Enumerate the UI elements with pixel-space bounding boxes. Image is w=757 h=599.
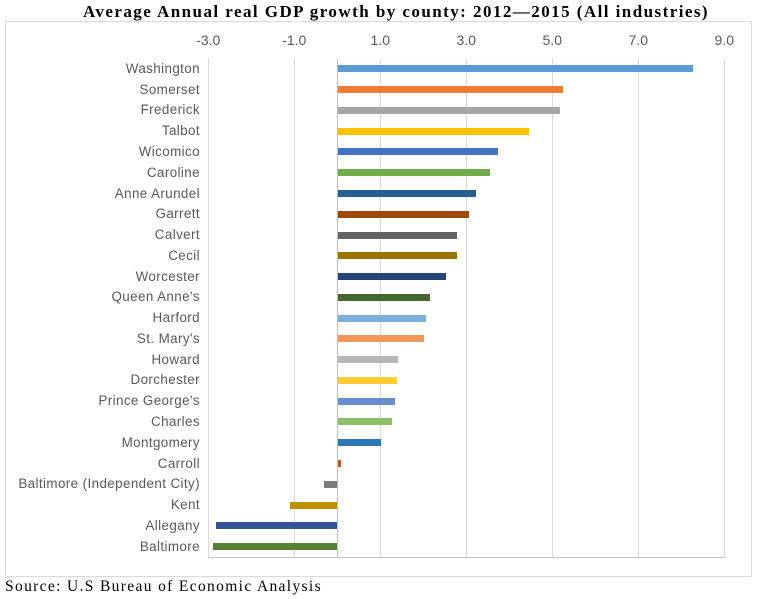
category-label-cecil: Cecil: [168, 247, 200, 263]
category-label-somerset: Somerset: [139, 81, 200, 97]
x-tick-label: -3.0: [196, 32, 221, 48]
category-label-carroll: Carroll: [157, 455, 200, 471]
bar-garrett: [337, 210, 469, 218]
bar-worcester: [337, 273, 446, 281]
category-label-baltimore-independent-city: Baltimore (Independent City): [18, 476, 200, 492]
bar-montgomery: [337, 439, 382, 447]
category-label-montgomery: Montgomery: [121, 434, 200, 450]
bar-somerset: [337, 86, 563, 94]
gridline-5.0: [551, 58, 553, 557]
bar-prince-george-s: [337, 397, 395, 405]
x-tick-label: 7.0: [628, 32, 648, 48]
category-label-garrett: Garrett: [155, 206, 200, 222]
bar-queen-anne-s: [337, 293, 430, 301]
gridline-1.0: [379, 58, 381, 557]
bar-dorchester: [337, 376, 397, 384]
bar-baltimore-independent-city: [323, 480, 338, 488]
gridline-9.0: [723, 58, 725, 557]
x-tick-label: 3.0: [456, 32, 476, 48]
x-tick-label: 9.0: [714, 32, 734, 48]
category-label-calvert: Calvert: [154, 227, 200, 243]
gridline--3.0: [207, 58, 209, 557]
category-label-frederick: Frederick: [140, 102, 200, 118]
bar-howard: [337, 356, 399, 364]
chart-title: Average Annual real GDP growth by county…: [82, 2, 710, 21]
x-tick-label: -1.0: [282, 32, 307, 48]
gridline-7.0: [637, 58, 639, 557]
chart-area-border: [5, 21, 752, 577]
bar-carroll: [337, 460, 342, 468]
category-label-allegany: Allegany: [145, 517, 200, 533]
category-label-wicomico: Wicomico: [138, 143, 200, 159]
category-label-washington: Washington: [125, 60, 200, 76]
category-label-caroline: Caroline: [146, 164, 200, 180]
value-axis-line: [208, 556, 726, 558]
category-label-howard: Howard: [151, 351, 200, 367]
category-label-charles: Charles: [151, 413, 200, 429]
category-label-baltimore: Baltimore: [139, 538, 200, 554]
gridline-3.0: [465, 58, 467, 557]
bar-cecil: [337, 252, 458, 260]
bar-frederick: [337, 106, 561, 114]
category-label-worcester: Worcester: [135, 268, 200, 284]
bar-charles: [337, 418, 392, 426]
bar-anne-arundel: [337, 190, 477, 197]
bar-caroline: [337, 169, 490, 177]
bar-allegany: [215, 522, 338, 530]
category-label-prince-george-s: Prince George's: [98, 393, 200, 409]
category-label-harford: Harford: [152, 310, 200, 326]
category-label-queen-anne-s: Queen Anne's: [111, 289, 200, 305]
bar-talbot: [337, 127, 529, 135]
bar-wicomico: [337, 148, 498, 156]
x-tick-label: 1.0: [370, 32, 390, 48]
category-label-anne-arundel: Anne Arundel: [114, 185, 200, 201]
source-note: Source: U.S Bureau of Economic Analysis: [5, 578, 322, 595]
category-label-dorchester: Dorchester: [130, 372, 200, 388]
bar-harford: [337, 314, 427, 322]
category-label-kent: Kent: [170, 497, 200, 513]
x-tick-label: 5.0: [542, 32, 562, 48]
bar-kent: [290, 501, 338, 509]
bar-washington: [337, 65, 694, 73]
category-axis-line: [336, 58, 338, 557]
gridline--1.0: [293, 58, 295, 557]
bar-baltimore: [212, 543, 338, 551]
category-label-talbot: Talbot: [161, 123, 200, 139]
bar-st-mary-s: [337, 335, 425, 343]
bar-calvert: [337, 231, 458, 239]
category-label-st-mary-s: St. Mary's: [136, 330, 200, 346]
